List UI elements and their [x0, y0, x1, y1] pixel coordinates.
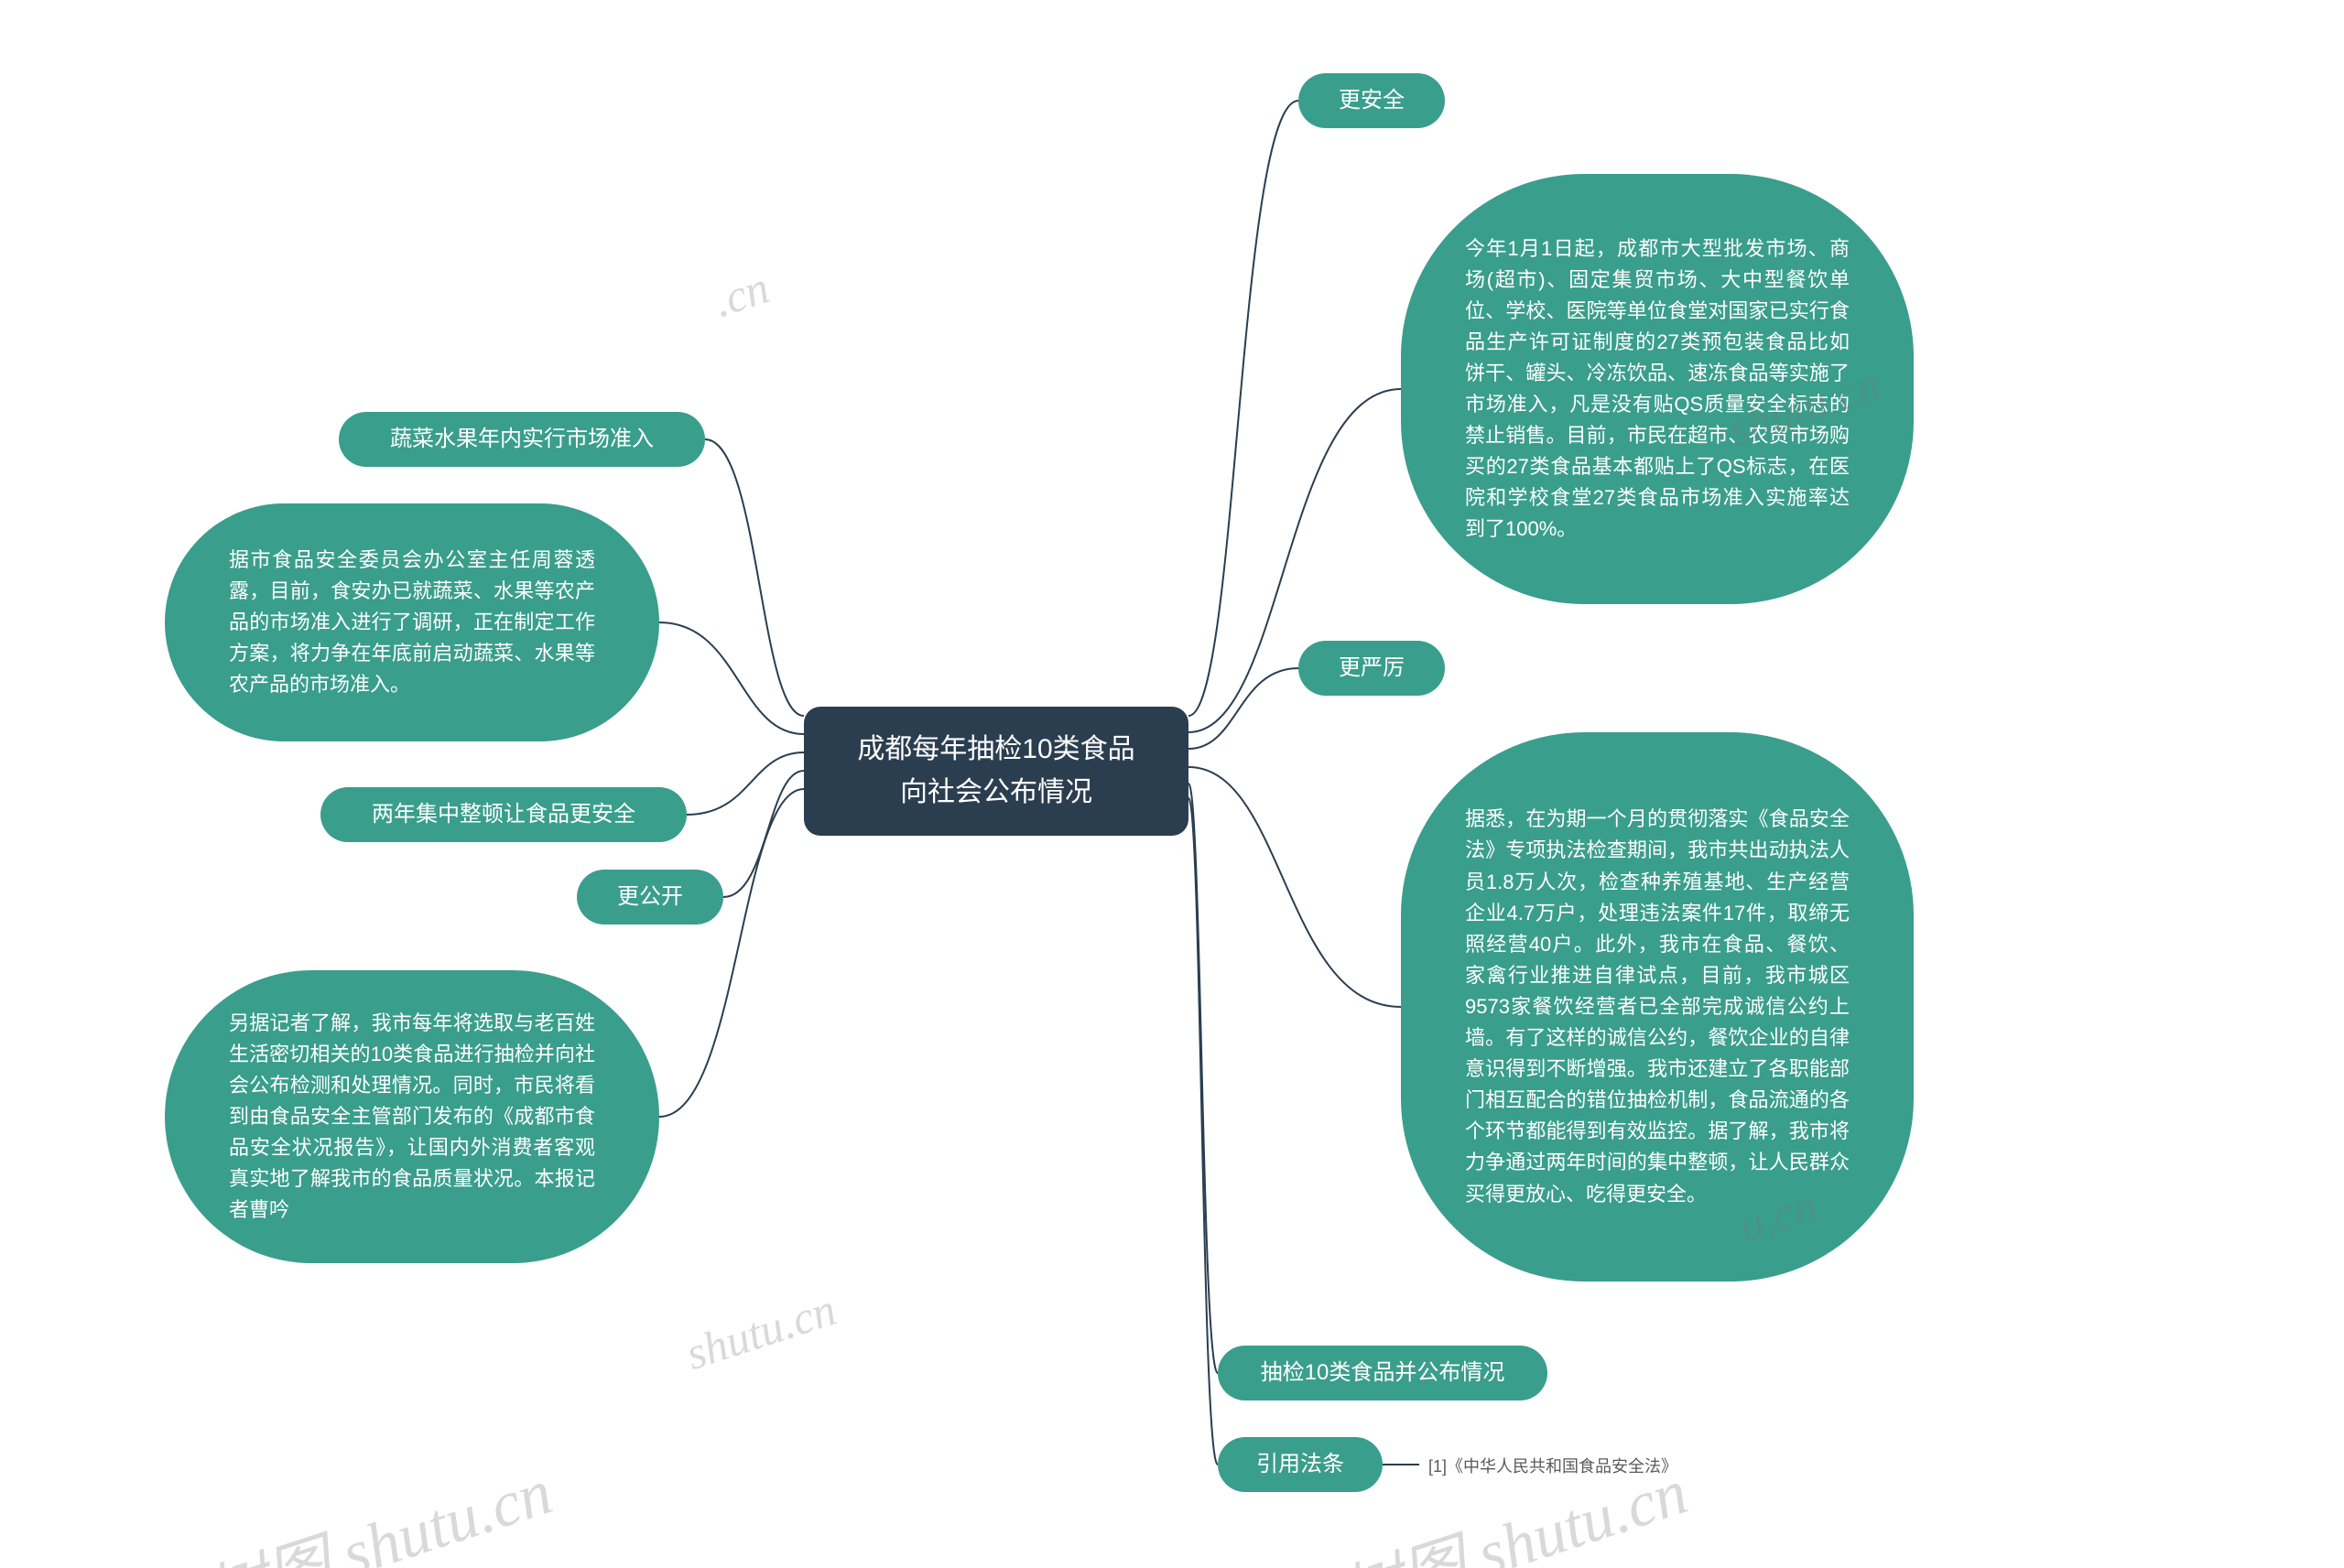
- node-n5[interactable]: 抽检10类食品并公布情况: [1218, 1346, 1547, 1400]
- node-n10-label: 更公开: [617, 880, 683, 914]
- node-n1[interactable]: 更安全: [1298, 73, 1445, 128]
- mindmap-canvas: 成都每年抽检10类食品 向社会公布情况 更安全今年1月1日起，成都市大型批发市场、…: [0, 0, 2344, 1568]
- node-n6[interactable]: 引用法条: [1218, 1437, 1383, 1492]
- node-n3[interactable]: 更严厉: [1298, 641, 1445, 696]
- node-n11[interactable]: 另据记者了解，我市每年将选取与老百姓生活密切相关的10类食品进行抽检并向社会公布…: [165, 970, 659, 1263]
- node-n5-label: 抽检10类食品并公布情况: [1261, 1356, 1505, 1390]
- node-n2[interactable]: 今年1月1日起，成都市大型批发市场、商场(超市)、固定集贸市场、大中型餐饮单位、…: [1401, 174, 1914, 604]
- node-n8-label: 据市食品安全委员会办公室主任周蓉透露，目前，食安办已就蔬菜、水果等农产品的市场准…: [229, 545, 595, 700]
- center-node-label: 成都每年抽检10类食品 向社会公布情况: [841, 729, 1152, 814]
- leaf-n6: [1]《中华人民共和国食品安全法》: [1428, 1454, 1677, 1477]
- node-n6-label: 引用法条: [1256, 1447, 1344, 1481]
- node-n11-label: 另据记者了解，我市每年将选取与老百姓生活密切相关的10类食品进行抽检并向社会公布…: [229, 1008, 595, 1227]
- node-n2-label: 今年1月1日起，成都市大型批发市场、商场(超市)、固定集贸市场、大中型餐饮单位、…: [1465, 233, 1850, 546]
- node-n3-label: 更严厉: [1339, 651, 1405, 685]
- node-n7[interactable]: 蔬菜水果年内实行市场准入: [339, 412, 705, 467]
- node-n9[interactable]: 两年集中整顿让食品更安全: [320, 787, 687, 842]
- watermark: shutu.cn: [679, 1282, 842, 1380]
- watermark: .cn: [707, 260, 776, 328]
- node-n4-label: 据悉，在为期一个月的贯彻落实《食品安全法》专项执法检查期间，我市共出动执法人员1…: [1465, 804, 1850, 1209]
- node-n10[interactable]: 更公开: [577, 870, 723, 925]
- node-n9-label: 两年集中整顿让食品更安全: [372, 797, 635, 831]
- center-node[interactable]: 成都每年抽检10类食品 向社会公布情况: [804, 707, 1188, 836]
- node-n8[interactable]: 据市食品安全委员会办公室主任周蓉透露，目前，食安办已就蔬菜、水果等农产品的市场准…: [165, 503, 659, 741]
- watermark: 树图 shutu.cn: [191, 1441, 562, 1568]
- node-n4[interactable]: 据悉，在为期一个月的贯彻落实《食品安全法》专项执法检查期间，我市共出动执法人员1…: [1401, 732, 1914, 1281]
- node-n7-label: 蔬菜水果年内实行市场准入: [390, 422, 654, 456]
- node-n1-label: 更安全: [1339, 83, 1405, 117]
